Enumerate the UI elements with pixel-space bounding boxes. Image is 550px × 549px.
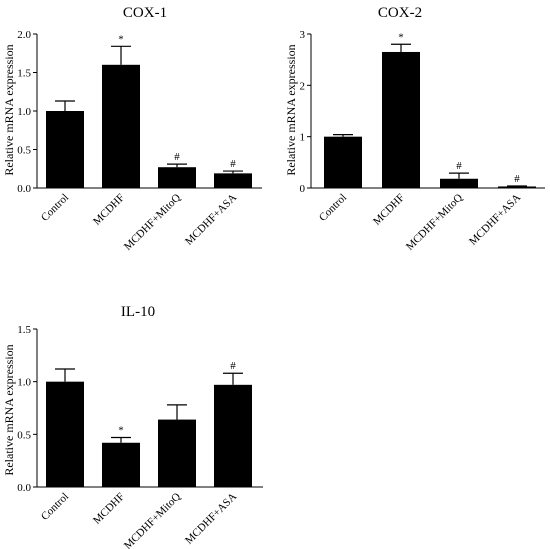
cox2-y-tick-label: 3 (300, 29, 306, 41)
il10-bar-4 (214, 384, 252, 487)
cox1-bar-4 (214, 173, 252, 188)
cox1-y-tick-label: 0.0 (17, 183, 31, 195)
il10-category-label: MCDHF+MitoQ (122, 491, 183, 549)
il10-y-tick-label: 1.0 (17, 377, 31, 389)
cox2-chart-panel: COX-2 Relative mRNA expression 0 1 2 3 Contr… (284, 5, 545, 253)
cox1-category-label: MCDHF+MitoQ (122, 192, 183, 253)
il10-y-tick-label: 0.0 (17, 482, 31, 494)
cox2-y-tick-label: 1 (300, 132, 306, 144)
cox1-y-tick-label: 1.0 (17, 106, 31, 118)
cox1-y-tick-label: 0.5 (17, 145, 31, 157)
cox2-category-label: MCDHF (371, 192, 407, 228)
cox2-bar-3 (440, 178, 478, 188)
il10-significance-mark: * (118, 424, 124, 436)
cox2-category-label: MCDHF+ASA (467, 192, 523, 248)
cox1-bar-2 (102, 64, 140, 188)
cox2-bar-4 (498, 186, 536, 188)
cox2-category-label: Control (317, 192, 349, 224)
il10-significance-mark: # (230, 360, 236, 372)
cox1-bar-3 (158, 167, 196, 188)
cox1-y-tick-label: 1.5 (17, 68, 31, 80)
il10-category-label: Control (39, 491, 71, 523)
cox2-significance-mark: * (398, 31, 404, 43)
il10-y-axis-label: Relative mRNA expression (2, 344, 16, 475)
il10-bar-3 (158, 419, 196, 487)
cox1-y-tick-label: 2.0 (17, 29, 31, 41)
cox2-y-axis-label: Relative mRNA expression (284, 44, 298, 175)
cox1-significance-mark: * (118, 33, 124, 45)
cox2-bar-2 (382, 51, 420, 188)
cox1-category-label: MCDHF+ASA (183, 192, 239, 248)
cox1-category-label: MCDHF (91, 192, 127, 228)
cox1-significance-mark: # (174, 151, 180, 163)
cox1-chart-title: COX-1 (123, 5, 167, 21)
il10-category-label: MCDHF (91, 491, 127, 527)
cox2-significance-mark: # (514, 173, 520, 185)
il10-bar-2 (102, 442, 140, 487)
cox2-category-label: MCDHF+MitoQ (404, 192, 465, 253)
il10-y-tick-label: 0.5 (17, 429, 31, 441)
cox2-bar-1 (324, 136, 362, 188)
cox1-chart-panel: COX-1 Relative mRNA expression 0.0 0.5 1.0… (2, 5, 262, 253)
cox2-chart-title: COX-2 (378, 5, 422, 21)
il10-bar-1 (46, 381, 84, 487)
cox1-significance-mark: # (230, 158, 236, 170)
cox2-significance-mark: # (456, 160, 462, 172)
cox1-bar-1 (46, 111, 84, 188)
cox2-y-tick-label: 0 (300, 183, 306, 195)
cox2-y-tick-label: 2 (300, 80, 306, 92)
il10-y-tick-label: 1.5 (17, 324, 31, 336)
il10-category-label: MCDHF+ASA (183, 491, 239, 547)
il10-chart-panel: IL-10 Relative mRNA expression 0.0 0.5 1.0… (2, 304, 263, 549)
il10-chart-title: IL-10 (121, 304, 155, 320)
cox1-category-label: Control (39, 192, 71, 224)
cox1-y-axis-label: Relative mRNA expression (2, 44, 16, 175)
